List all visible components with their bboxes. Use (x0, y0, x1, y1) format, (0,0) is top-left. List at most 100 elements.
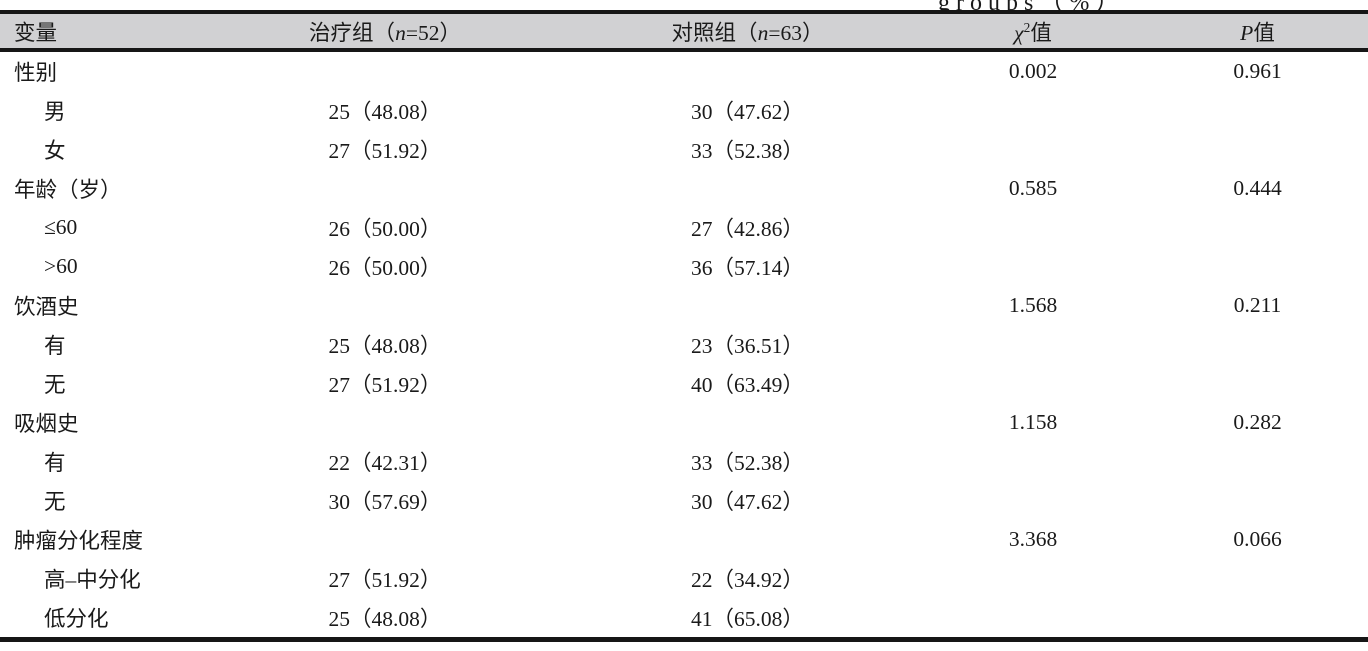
treatment-value: 27（51.92） (328, 139, 442, 163)
col-header-variable: 变量 (0, 12, 240, 50)
control-value (530, 50, 965, 91)
chi-square-value (965, 364, 1101, 403)
chi-square-value (965, 130, 1101, 169)
table-row: 性别 0.002 0.961 (0, 50, 1368, 91)
control-header-n: n (757, 20, 769, 45)
p-value (1101, 442, 1368, 481)
chi-square-value: 1.568 (1008, 293, 1058, 317)
chi-square-value: 0.002 (1008, 59, 1058, 83)
table-row: 低分化 25（48.08） 41（65.08） (0, 598, 1368, 640)
treatment-value (240, 403, 530, 442)
treatment-value (240, 520, 530, 559)
p-value (1101, 130, 1368, 169)
baseline-characteristics-table: 变量 治疗组（n=52） 对照组（n=63） χ2值 P值 性别 0.002 (0, 10, 1368, 642)
table-body: 性别 0.002 0.961 男 25（48.08） 30（47.62） 女 2… (0, 50, 1368, 640)
p-value: 0.444 (1233, 176, 1282, 200)
p-value: 0.211 (1233, 293, 1282, 317)
table-row: 高–中分化 27（51.92） 22（34.92） (0, 559, 1368, 598)
treatment-value: 25（48.08） (328, 334, 442, 358)
treatment-value (240, 286, 530, 325)
chi-square-value (965, 247, 1101, 286)
row-label: 高–中分化 (44, 568, 141, 592)
treatment-value: 26（50.00） (328, 217, 442, 241)
control-value: 41（65.08） (691, 607, 804, 631)
table-row: 男 25（48.08） 30（47.62） (0, 91, 1368, 130)
chi-square-value (965, 91, 1101, 130)
control-value: 30（47.62） (691, 100, 804, 124)
row-label: 年龄（岁） (14, 178, 122, 202)
chi-square-value: 3.368 (1008, 527, 1058, 551)
variable-header-label: 变量 (14, 20, 58, 45)
table-row: 无 30（57.69） 30（47.62） (0, 481, 1368, 520)
row-label: >60 (44, 254, 78, 278)
table-row: 肿瘤分化程度 3.368 0.066 (0, 520, 1368, 559)
p-value: 0.961 (1233, 59, 1282, 83)
p-value (1101, 481, 1368, 520)
control-value: 23（36.51） (691, 334, 804, 358)
p-suffix: 值 (1253, 20, 1275, 45)
col-header-treatment-group: 治疗组（n=52） (240, 12, 530, 50)
control-value: 36（57.14） (691, 256, 804, 280)
p-symbol: P (1240, 20, 1254, 45)
table-row: 吸烟史 1.158 0.282 (0, 403, 1368, 442)
p-value (1101, 598, 1368, 640)
chi-square-value (965, 325, 1101, 364)
p-value (1101, 91, 1368, 130)
table-row: 有 22（42.31） 33（52.38） (0, 442, 1368, 481)
row-label: ≤60 (44, 215, 78, 239)
treatment-header-count: =52） (405, 20, 461, 45)
p-value (1101, 247, 1368, 286)
clipped-title-text: groups（%） (938, 0, 1125, 10)
treatment-header-prefix: 治疗组（ (309, 20, 396, 45)
p-value: 0.066 (1233, 527, 1282, 551)
row-label: 肿瘤分化程度 (14, 529, 144, 553)
treatment-value: 27（51.92） (328, 373, 442, 397)
chi-square-value (965, 481, 1101, 520)
row-label: 有 (44, 334, 66, 358)
row-label: 无 (44, 373, 66, 397)
p-value (1101, 559, 1368, 598)
control-value: 40（63.49） (691, 373, 804, 397)
treatment-value: 27（51.92） (328, 568, 442, 592)
treatment-value: 26（50.00） (328, 256, 442, 280)
control-value: 22（34.92） (691, 568, 804, 592)
row-label: 吸烟史 (14, 412, 79, 436)
chi-superscript: 2 (1023, 19, 1031, 35)
chi-square-value (965, 559, 1101, 598)
p-value (1101, 208, 1368, 247)
chi-square-value (965, 442, 1101, 481)
control-header-prefix: 对照组（ (671, 20, 758, 45)
table-row: 饮酒史 1.568 0.211 (0, 286, 1368, 325)
control-value: 33（52.38） (691, 139, 804, 163)
control-value (530, 520, 965, 559)
table-row: 无 27（51.92） 40（63.49） (0, 364, 1368, 403)
table-row: 女 27（51.92） 33（52.38） (0, 130, 1368, 169)
treatment-value (240, 50, 530, 91)
control-value: 33（52.38） (691, 451, 804, 475)
chi-symbol: χ (1014, 20, 1024, 45)
control-header-count: =63） (768, 20, 824, 45)
chi-square-value (965, 598, 1101, 640)
col-header-control-group: 对照组（n=63） (530, 12, 965, 50)
chi-square-value: 0.585 (1008, 176, 1058, 200)
p-value: 0.282 (1233, 410, 1282, 434)
chi-square-value (965, 208, 1101, 247)
treatment-header-n: n (395, 20, 406, 45)
treatment-value: 25（48.08） (328, 100, 442, 124)
col-header-p-value: P值 (1101, 12, 1368, 50)
control-value (530, 169, 965, 208)
treatment-value: 30（57.69） (328, 490, 442, 514)
table-row: 年龄（岁） 0.585 0.444 (0, 169, 1368, 208)
row-label: 有 (44, 451, 66, 475)
col-header-chi-square: χ2值 (965, 12, 1101, 50)
row-label: 男 (44, 100, 66, 124)
chi-suffix: 值 (1030, 20, 1052, 45)
clipped-title-fragment: groups（%） (0, 0, 1368, 10)
control-value (530, 403, 965, 442)
row-label: 低分化 (44, 607, 109, 631)
row-label: 饮酒史 (14, 295, 79, 319)
chi-square-value: 1.158 (1008, 410, 1058, 434)
treatment-value: 25（48.08） (328, 607, 442, 631)
treatment-value (240, 169, 530, 208)
control-value: 30（47.62） (691, 490, 804, 514)
